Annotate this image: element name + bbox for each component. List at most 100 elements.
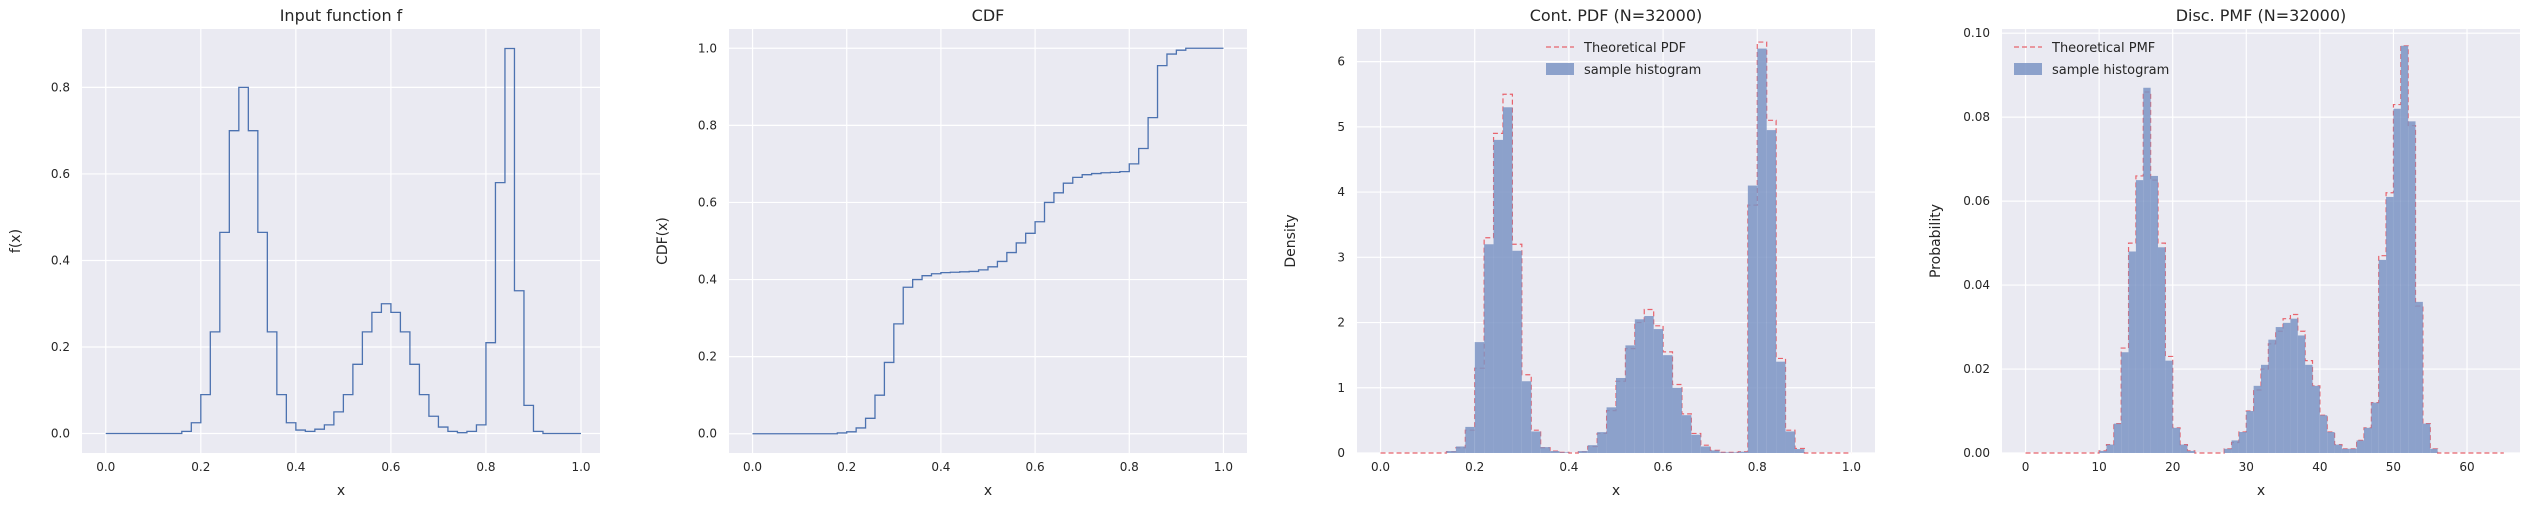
histogram-bar	[2386, 196, 2394, 454]
y-tick-label: 0	[1337, 446, 1345, 460]
histogram-bar	[2297, 335, 2306, 453]
histogram-bar	[1729, 452, 1739, 453]
chart-title: Cont. PDF (N=32000)	[1530, 6, 1703, 25]
histogram-bar	[2261, 364, 2269, 453]
histogram-bar	[2275, 327, 2284, 453]
histogram-bar	[1474, 342, 1485, 453]
series-line	[105, 47, 581, 435]
legend-label: sample histogram	[2052, 63, 2169, 78]
histogram-bar	[1766, 130, 1777, 453]
y-tick-label: 0.06	[1963, 194, 1990, 208]
histogram-bar	[2187, 450, 2195, 453]
histogram-bar	[1710, 450, 1720, 453]
x-tick-label: 0.4	[1559, 460, 1578, 474]
histogram-bar	[1785, 431, 1795, 453]
x-tick-label: 0.6	[381, 460, 400, 474]
histogram-bar	[1455, 446, 1466, 453]
y-tick-label: 0.0	[51, 427, 70, 441]
histogram-bar	[2165, 360, 2173, 453]
x-tick-label: 0.2	[1465, 460, 1484, 474]
y-tick-label: 0.0	[698, 427, 717, 441]
histogram-bar	[1757, 48, 1767, 454]
y-tick-label: 1.0	[698, 41, 717, 55]
x-tick-label: 20	[2165, 460, 2180, 474]
histogram-bar	[1625, 345, 1635, 453]
histogram-bar	[2371, 402, 2379, 453]
plot-area	[82, 29, 600, 453]
y-tick-label: 0.08	[1963, 110, 1990, 124]
histogram-bar	[2268, 339, 2276, 453]
x-tick-label: 0.6	[1654, 460, 1673, 474]
histogram-bar	[2378, 259, 2387, 453]
x-tick-label: 0.0	[1371, 460, 1390, 474]
x-tick-label: 1.0	[571, 460, 590, 474]
histogram-bar	[2334, 444, 2342, 453]
chart-title: Disc. PMF (N=32000)	[2176, 6, 2347, 25]
x-tick-label: 50	[2386, 460, 2401, 474]
y-tick-label: 3	[1337, 250, 1345, 264]
chart-3: 0.0 0.2 0.4 0.6 0.8 1.0 0 1 2 3 4 5 6 Cont. PDF (N=32…	[1283, 6, 1875, 499]
histogram-bar	[1559, 452, 1569, 453]
histogram-bar	[1606, 407, 1616, 453]
x-tick-label: 0.8	[1120, 460, 1139, 474]
histogram-bar	[1794, 449, 1805, 453]
chart-4: 0 10 20 30 40 50 60 0.00 0.02 0.04 0.06 0.08 0.10 Dis…	[1928, 6, 2520, 499]
y-tick-label: 1	[1337, 381, 1345, 395]
histogram-bar	[2312, 385, 2320, 453]
y-tick-label: 4	[1337, 185, 1345, 199]
x-tick-label: 0.2	[191, 460, 210, 474]
x-tick-label: 0.8	[1748, 460, 1767, 474]
histogram-bar	[2327, 432, 2335, 453]
x-axis-label: x	[2257, 483, 2265, 499]
legend-label: Theoretical PDF	[1583, 41, 1686, 56]
histogram-bar	[2253, 385, 2261, 453]
y-tick-label: 0.10	[1963, 26, 1990, 40]
histogram-bar	[2180, 444, 2188, 453]
legend-label: Theoretical PMF	[2051, 41, 2155, 56]
x-axis-label: x	[1612, 483, 1620, 499]
histogram-bar	[2283, 322, 2291, 453]
histogram-bar	[1719, 452, 1730, 453]
y-tick-label: 0.2	[698, 350, 717, 364]
histogram-bar	[2341, 448, 2350, 453]
histogram-bar	[1446, 451, 1456, 453]
y-axis-label: CDF(x)	[655, 217, 671, 265]
histogram-bar	[1597, 432, 1607, 453]
histogram-bar	[1644, 316, 1654, 453]
histogram-bar	[1484, 244, 1494, 453]
histogram-bar	[2305, 364, 2313, 453]
x-tick-label: 60	[2459, 460, 2474, 474]
chart-1: 0.0 0.2 0.4 0.6 0.8 1.0 0.0 0.2 0.4 0.6 0.8 Input f…	[8, 6, 600, 499]
y-tick-label: 0.4	[698, 273, 717, 287]
histogram-bar	[1465, 426, 1475, 453]
y-tick-label: 6	[1337, 55, 1345, 69]
histogram-bar	[2400, 45, 2409, 453]
histogram-bar	[2349, 448, 2357, 453]
histogram-bar	[2150, 175, 2158, 453]
histogram-bar	[1578, 451, 1588, 453]
histogram-bar	[1521, 381, 1532, 453]
plot-area	[729, 29, 1247, 453]
histogram-bar	[2231, 440, 2239, 453]
chart-title: Input function f	[280, 6, 403, 25]
histogram-bar	[1502, 107, 1513, 454]
series-line	[752, 47, 1224, 435]
x-axis-label: x	[984, 483, 992, 499]
histogram-bar	[2106, 444, 2114, 453]
histogram-bar	[2157, 247, 2166, 453]
histogram-bar	[1540, 447, 1551, 453]
histogram-bar	[1616, 377, 1626, 453]
x-tick-label: 30	[2239, 460, 2254, 474]
histogram-bar	[1681, 415, 1692, 453]
histogram-bar	[1512, 250, 1522, 453]
x-tick-label: 0.8	[476, 460, 495, 474]
y-tick-label: 0.4	[51, 253, 70, 267]
x-tick-label: 0	[2022, 460, 2030, 474]
legend-patch-swatch	[2014, 63, 2042, 75]
y-tick-label: 0.8	[698, 118, 717, 132]
histogram-bar	[2356, 440, 2365, 453]
y-axis-label: Density	[1283, 214, 1299, 267]
histogram-bar	[1493, 139, 1503, 453]
histogram-bar	[2415, 301, 2423, 453]
